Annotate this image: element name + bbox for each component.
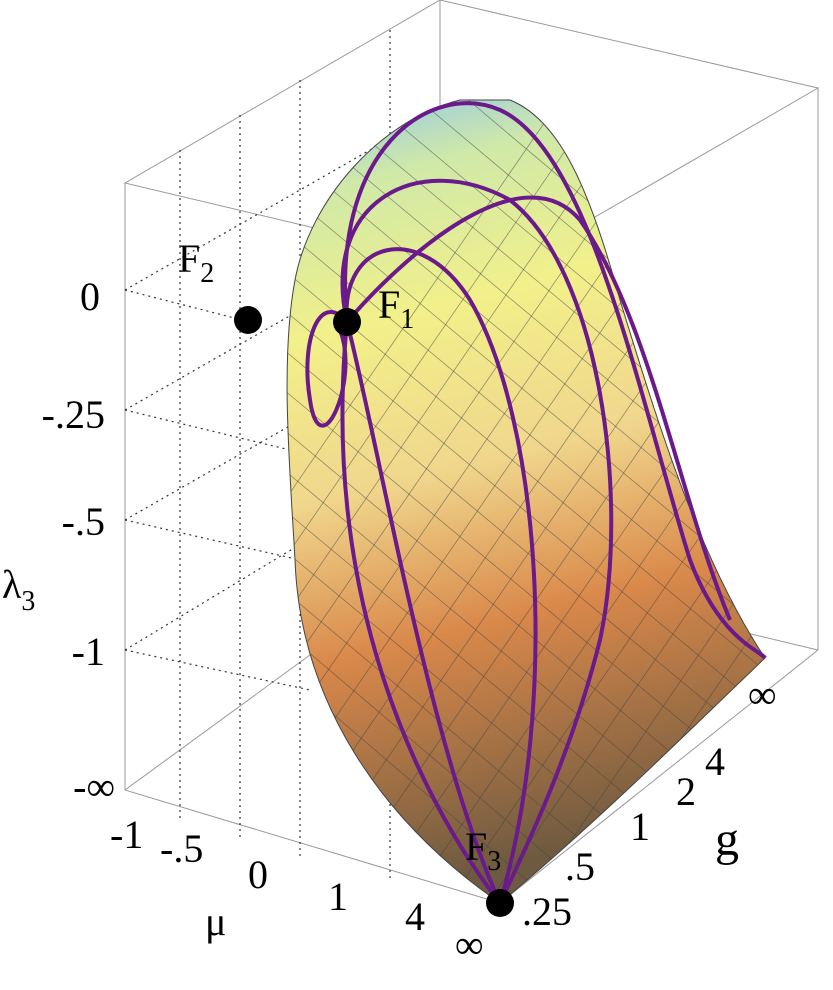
lambda-axis: 0 -.25 -.5 -1 -∞ λ3 <box>2 274 115 809</box>
point-f1 <box>333 308 361 336</box>
tick-label: ∞ <box>748 672 777 717</box>
tick-label: 1 <box>328 874 348 919</box>
tick-label: -.5 <box>160 826 203 871</box>
axis-label: g <box>715 813 739 866</box>
point-f3 <box>486 889 514 917</box>
tick-label: .25 <box>522 889 572 934</box>
tick-label: 4 <box>705 739 725 784</box>
tick-label: -.5 <box>62 499 105 544</box>
tick-label: -1 <box>110 812 143 857</box>
tick-label: 4 <box>405 894 425 939</box>
point-f2 <box>234 306 262 334</box>
tick-label: ∞ <box>455 922 484 967</box>
point-label: F3 <box>465 824 501 877</box>
mesh <box>287 100 765 903</box>
surface <box>286 99 767 908</box>
tick-label: .5 <box>565 844 595 889</box>
tick-label: 0 <box>80 274 100 319</box>
tick-label: -1 <box>72 629 105 674</box>
point-label: F1 <box>378 282 414 335</box>
axis-label: λ3 <box>2 562 35 617</box>
tick-label: 1 <box>630 804 650 849</box>
back-grid <box>124 30 441 880</box>
tick-label: -∞ <box>73 764 115 809</box>
tick-label: -.25 <box>42 392 105 437</box>
point-label: F2 <box>178 236 214 289</box>
points: F1 F2 F3 <box>178 236 514 917</box>
tick-label: 2 <box>676 769 696 814</box>
mu-axis: -1 -.5 0 1 4 ∞ μ <box>110 812 484 967</box>
tick-label: 0 <box>248 852 268 897</box>
axis-label: μ <box>205 899 226 944</box>
g-axis: .25 .5 1 2 4 ∞ g <box>522 672 777 934</box>
